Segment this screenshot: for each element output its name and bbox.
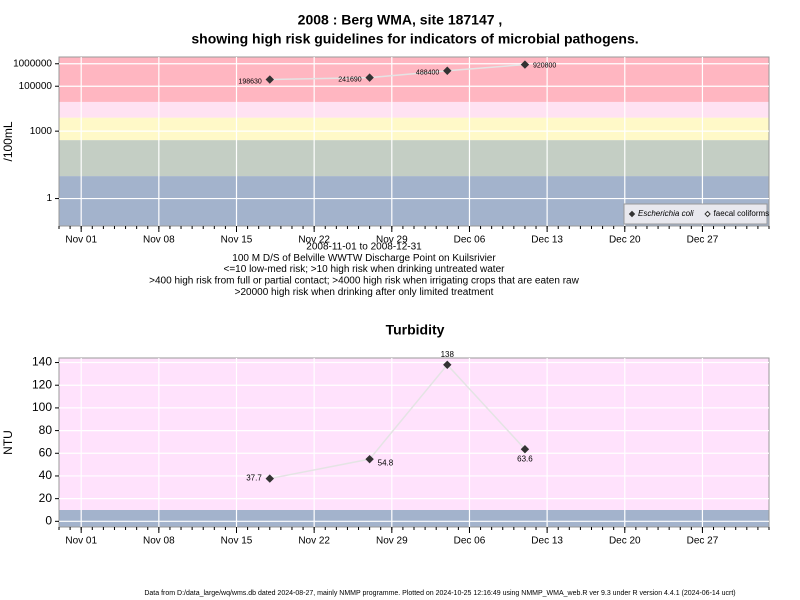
series-line [269, 363, 526, 480]
data-label: 920800 [533, 62, 556, 69]
x-tick-label: Nov 22 [298, 536, 330, 547]
legend-marker [628, 210, 636, 218]
y-tick-label: 60 [39, 445, 53, 459]
note: 100 M D/S of Belville WWTW Discharge Poi… [232, 253, 496, 264]
risk-band [59, 140, 769, 177]
x-tick-label: Nov 22 [298, 235, 330, 246]
x-tick-label: Nov 29 [376, 235, 408, 246]
x-tick-label: Nov 01 [65, 235, 97, 246]
y-tick-label: 80 [39, 423, 53, 437]
y-tick-label: 1000000 [13, 58, 52, 69]
data-point [443, 360, 452, 370]
data-label: 63.6 [517, 454, 533, 463]
y-tick-label: 100000 [19, 81, 53, 92]
x-tick-label: Dec 06 [454, 235, 486, 246]
x-tick-label: Nov 08 [143, 536, 175, 547]
data-label: 54.8 [378, 458, 394, 467]
x-tick-label: Nov 15 [221, 536, 253, 547]
x-tick-label: Nov 01 [65, 536, 97, 547]
note: >400 high risk from full or partial cont… [149, 276, 579, 287]
x-tick-label: Dec 27 [687, 536, 719, 547]
note: >20000 high risk when drinking after onl… [235, 287, 494, 298]
risk-band [59, 358, 769, 510]
y-tick-label: 0 [45, 514, 52, 528]
legend-box [623, 203, 768, 225]
y-tick-label: 140 [32, 355, 52, 369]
x-tick-label: Dec 20 [609, 235, 641, 246]
legend-label: Escherichia coli [638, 209, 694, 218]
risk-band [59, 57, 769, 102]
x-tick-label: Dec 13 [531, 235, 563, 246]
x-tick-label: Dec 20 [609, 536, 641, 547]
note: 2008-11-01 to 2008-12-31 [306, 242, 422, 253]
note: <=10 low-med risk; >10 high risk when dr… [224, 264, 506, 275]
data-point [443, 66, 452, 75]
risk-band [59, 101, 769, 118]
data-point [265, 75, 274, 84]
data-point [365, 454, 374, 464]
legend-label: faecal coliforms [714, 209, 770, 218]
data-label: 198630 [238, 78, 261, 85]
x-tick-label: Dec 06 [454, 536, 486, 547]
legend-marker [704, 210, 711, 218]
y-tick-label: 100 [32, 400, 52, 414]
y-axis-label: /100mL [1, 121, 15, 161]
series-line [269, 63, 525, 81]
x-tick-label: Nov 15 [221, 235, 253, 246]
data-label: 37.7 [246, 474, 262, 483]
y-tick-label: 1 [46, 193, 52, 204]
chart-title: Turbidity [386, 322, 445, 338]
chart-title: 2008 : Berg WMA, site 187147 , [298, 12, 503, 28]
x-tick-label: Dec 27 [687, 235, 719, 246]
data-label: 138 [441, 350, 455, 359]
chart-subtitle: showing high risk guidelines for indicat… [191, 31, 638, 47]
data-point [365, 73, 374, 82]
y-tick-label: 40 [39, 468, 53, 482]
data-label: 488400 [416, 70, 439, 77]
risk-band [59, 509, 769, 527]
x-tick-label: Nov 08 [143, 235, 175, 246]
x-tick-label: Nov 29 [376, 536, 408, 547]
data-label: 241690 [338, 76, 361, 83]
data-point [520, 60, 530, 69]
y-axis-label: NTU [1, 430, 15, 455]
risk-band [59, 117, 769, 141]
data-point [265, 474, 274, 483]
footer: Data from D:/data_large/wq/wms.db dated … [144, 590, 735, 597]
y-tick-label: 120 [32, 377, 52, 391]
x-tick-label: Dec 13 [531, 536, 563, 547]
y-tick-label: 20 [39, 491, 53, 505]
y-tick-label: 1000 [30, 126, 53, 137]
data-point [520, 444, 530, 454]
